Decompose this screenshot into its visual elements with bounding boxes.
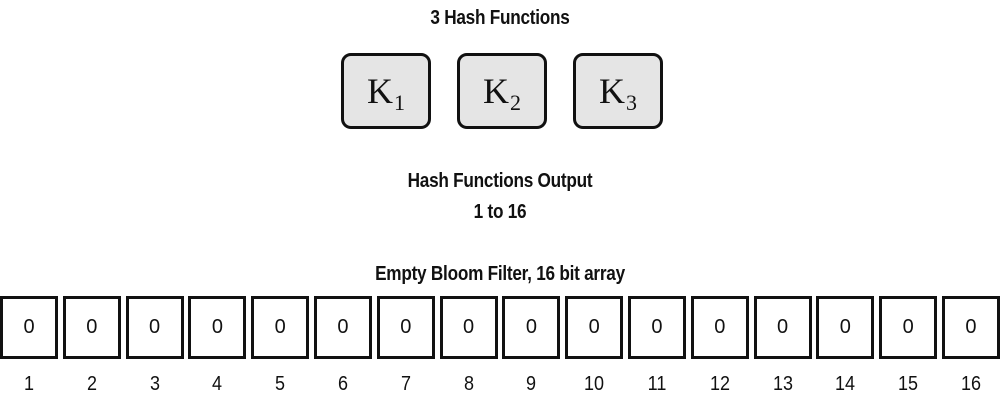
bit-cell-4: 0 — [188, 296, 247, 359]
bit-index-label: 11 — [647, 373, 667, 395]
bit-cell-2: 0 — [62, 296, 121, 359]
bit-cell-16: 0 — [941, 296, 1000, 359]
bit-index-label: 8 — [463, 373, 474, 395]
output-title: Hash Functions Output — [407, 170, 593, 192]
bit-index-label: 12 — [709, 373, 730, 395]
bit-index-label: 7 — [400, 373, 411, 395]
bit-cell-1: 0 — [0, 296, 58, 359]
filter-title: Empty Bloom Filter, 16 bit array — [375, 263, 625, 285]
bit-cell-15: 0 — [879, 296, 938, 359]
bit-cell-14: 0 — [816, 296, 875, 359]
output-range: 1 to 16 — [473, 201, 527, 223]
hash-function-subscript: 2 — [510, 90, 521, 115]
title: 3 Hash Functions — [430, 7, 570, 29]
bit-index-label: 5 — [275, 373, 286, 395]
hash-function-letter: K — [367, 71, 393, 111]
bit-cell-7: 0 — [376, 296, 435, 359]
bit-array: 0 0 0 0 0 0 0 0 0 0 0 0 0 0 0 0 — [0, 296, 1000, 359]
bit-cell-5: 0 — [251, 296, 310, 359]
bit-cell-6: 0 — [313, 296, 372, 359]
bit-index-label: 6 — [337, 373, 348, 395]
bit-index-label: 2 — [86, 373, 97, 395]
bit-index-label: 3 — [149, 373, 160, 395]
bit-index-label: 13 — [772, 373, 793, 395]
bit-index-label: 10 — [584, 373, 605, 395]
bit-index-row: 1 2 3 4 5 6 7 8 9 10 11 12 13 14 15 16 — [0, 371, 1000, 397]
bit-cell-11: 0 — [627, 296, 686, 359]
bit-cell-9: 0 — [502, 296, 561, 359]
bit-index-label: 16 — [960, 373, 981, 395]
bit-index-label: 14 — [835, 373, 856, 395]
hash-function-subscript: 3 — [626, 90, 637, 115]
hash-function-subscript: 1 — [394, 90, 405, 115]
bit-index-label: 1 — [23, 373, 35, 395]
bit-cell-3: 0 — [125, 296, 184, 359]
hash-function-letter: K — [483, 71, 509, 111]
hash-function-letter: K — [599, 71, 625, 111]
bit-cell-13: 0 — [753, 296, 812, 359]
bit-cell-10: 0 — [565, 296, 624, 359]
bit-cell-12: 0 — [690, 296, 749, 359]
bit-cell-8: 0 — [439, 296, 498, 359]
bit-index-label: 9 — [526, 373, 537, 395]
bit-index-label: 15 — [898, 373, 919, 395]
bit-index-label: 4 — [212, 373, 223, 395]
